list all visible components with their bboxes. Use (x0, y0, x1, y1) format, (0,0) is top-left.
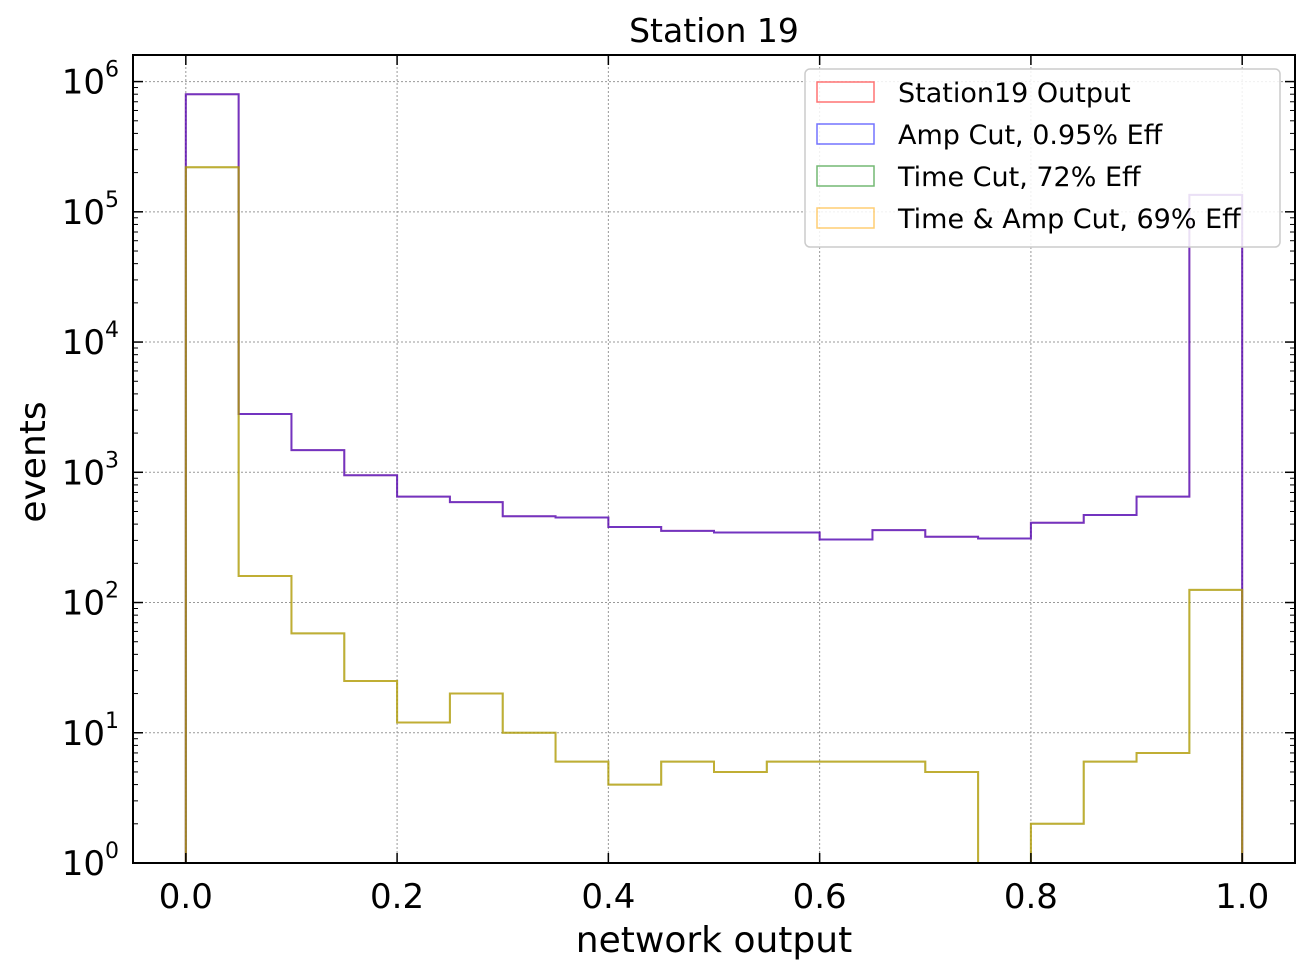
y-tick-label: 101 (62, 709, 119, 754)
x-tick-label: 0.0 (159, 877, 213, 917)
legend: Station19 Output Amp Cut, 0.95% Eff Time C… (804, 68, 1281, 248)
y-tick-label: 104 (62, 318, 119, 363)
legend-box (804, 68, 1281, 248)
y-tick-label: 100 (62, 839, 119, 884)
y-tick-label: 105 (62, 188, 119, 233)
y-tick-label: 103 (62, 448, 119, 493)
axis-ticks: 0.0 0.2 0.4 0.6 0.8 1.0 100 101 102 103 104 105 106 (62, 55, 1295, 917)
histogram-series-line (184, 166, 1244, 863)
legend-swatch (816, 165, 875, 187)
legend-label: Amp Cut, 0.95% Eff (898, 120, 1164, 151)
x-tick-label: 0.6 (793, 877, 847, 917)
x-tick-label: 0.2 (370, 877, 424, 917)
y-tick-label: 106 (62, 58, 119, 103)
histogram-series-line (184, 93, 1244, 863)
x-tick-label: 1.0 (1215, 877, 1269, 917)
plot-frame (132, 54, 1296, 864)
legend-swatch (816, 81, 875, 103)
x-axis-title: network output (576, 920, 852, 961)
legend-label: Station19 Output (898, 78, 1131, 109)
x-tick-label: 0.4 (581, 877, 635, 917)
chart-title: Station 19 (629, 11, 799, 50)
legend-label: Time & Amp Cut, 69% Eff (897, 204, 1242, 235)
histogram-series (184, 93, 1244, 863)
legend-swatch (816, 123, 875, 145)
legend-swatch (816, 207, 875, 229)
y-axis-title: events (13, 401, 54, 522)
x-tick-label: 0.8 (1004, 877, 1058, 917)
legend-label: Time Cut, 72% Eff (897, 162, 1142, 193)
y-tick-label: 102 (62, 579, 119, 624)
